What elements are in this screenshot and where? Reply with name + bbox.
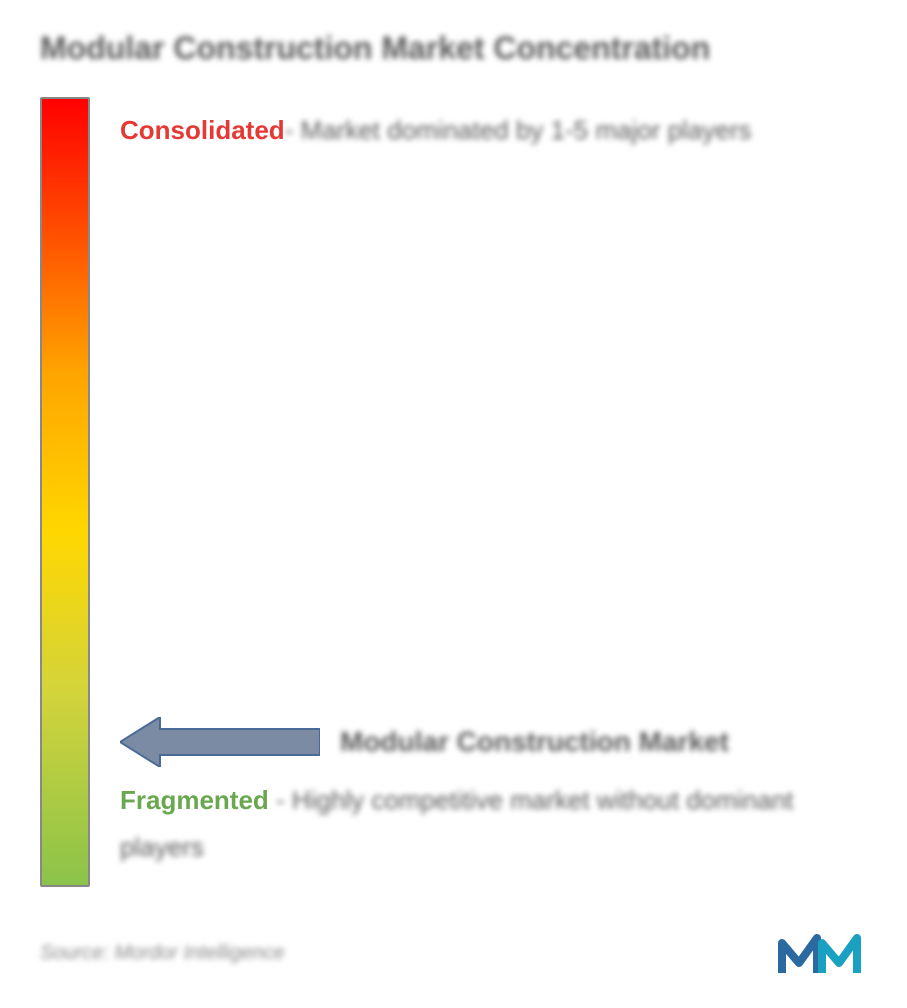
indicator-row: Modular Construction Market (120, 717, 729, 767)
content-row: Consolidated- Market dominated by 1-5 ma… (40, 97, 867, 887)
indicator-arrow-icon (120, 717, 320, 767)
concentration-gradient-bar (40, 97, 90, 887)
footer: Source: Mordor Intelligence (40, 928, 867, 978)
indicator-label: Modular Construction Market (340, 717, 729, 767)
chart-title: Modular Construction Market Concentratio… (40, 30, 867, 67)
annotation-column: Consolidated- Market dominated by 1-5 ma… (120, 97, 867, 887)
brand-logo (777, 928, 867, 978)
consolidated-desc: - Market dominated by 1-5 major players (285, 115, 752, 145)
fragmented-label: Fragmented (120, 785, 269, 815)
fragmented-annotation: Fragmented - Highly competitive market w… (120, 777, 867, 871)
brand-logo-icon (777, 928, 867, 978)
consolidated-annotation: Consolidated- Market dominated by 1-5 ma… (120, 107, 867, 154)
source-text: Source: Mordor Intelligence (40, 942, 285, 965)
consolidated-label: Consolidated (120, 115, 285, 145)
